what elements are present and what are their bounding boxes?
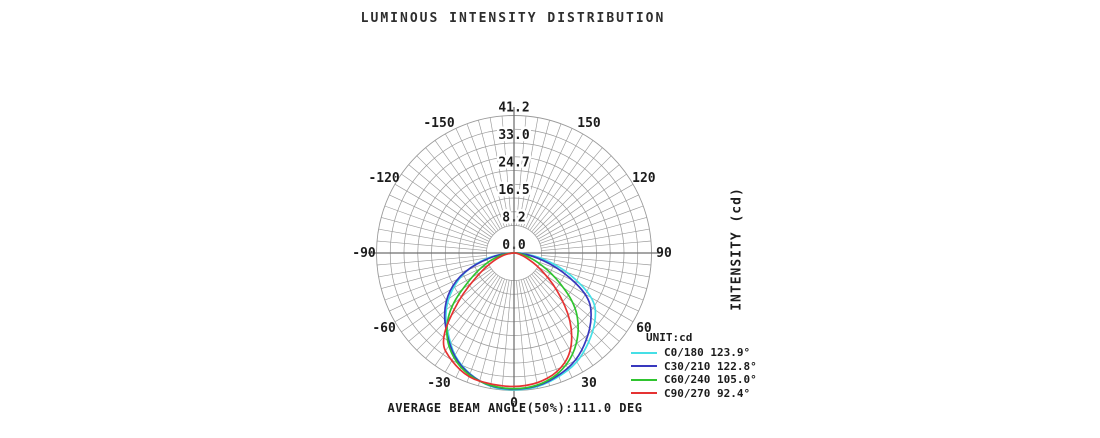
legend-entry-label: C90/270 92.4° <box>664 386 751 400</box>
grid-spoke <box>538 194 639 242</box>
grid-spoke <box>501 115 512 226</box>
grid-spoke <box>536 173 627 238</box>
legend-line-swatch <box>631 365 657 368</box>
grid-spoke <box>534 164 620 236</box>
grid-spoke <box>540 259 647 289</box>
grid-spoke <box>381 259 488 289</box>
grid-spoke <box>523 123 562 228</box>
grid-spoke <box>534 270 620 342</box>
grid-spoke <box>501 280 512 391</box>
grid-spoke <box>478 279 508 386</box>
grid-spoke <box>455 277 503 378</box>
grid-spoke <box>425 147 497 233</box>
angle-tick-label: 0 <box>510 396 518 411</box>
grid-spoke <box>408 164 494 236</box>
grid-spoke <box>389 264 490 312</box>
angle-tick-label: 120 <box>632 171 656 186</box>
grid-spoke <box>523 278 562 383</box>
grid-spoke <box>445 133 501 230</box>
grid-spoke <box>466 278 505 383</box>
grid-spoke <box>466 123 505 228</box>
grid-spoke <box>416 155 495 234</box>
angle-tick-label: 90 <box>656 246 672 261</box>
legend-line-swatch <box>631 392 657 395</box>
angle-tick-label: 150 <box>577 116 601 131</box>
grid-spoke <box>540 217 647 247</box>
angle-tick-label: -120 <box>368 171 399 186</box>
curve-c90-270 <box>442 252 573 388</box>
legend-entry: C0/180 123.9° <box>631 346 757 360</box>
grid-spoke <box>376 255 487 266</box>
grid-spoke <box>527 276 584 373</box>
grid-spoke <box>381 217 488 247</box>
angle-tick-label: 30 <box>581 376 597 391</box>
grid-spoke <box>478 120 508 227</box>
grid-spoke <box>434 140 499 231</box>
grid-spoke <box>536 268 627 333</box>
grid-spoke <box>541 240 652 251</box>
chart-title: LUMINOUS INTENSITY DISTRIBUTION <box>360 11 666 26</box>
grid-spoke <box>416 272 495 351</box>
legend: UNIT:cd C0/180 123.9° C30/210 122.8° C60/2… <box>631 331 757 400</box>
grid-spoke <box>539 205 644 244</box>
grid-spoke <box>408 270 494 342</box>
angle-tick-label: -60 <box>372 321 396 336</box>
angle-tick-label: -150 <box>423 116 454 131</box>
grid-spoke <box>531 147 603 233</box>
grid-spoke <box>533 155 612 234</box>
grid-spoke <box>516 115 527 226</box>
legend-entry: C90/270 92.4° <box>631 387 757 401</box>
legend-unit-label: UNIT:cd <box>646 331 693 344</box>
grid-spoke <box>425 273 497 359</box>
legend-line-swatch <box>631 378 657 381</box>
grid-spoke <box>541 228 650 249</box>
legend-entry: C30/210 122.8° <box>631 360 757 374</box>
grid-spoke <box>533 272 612 351</box>
grid-spoke <box>455 128 503 229</box>
angle-tick-label: 60 <box>636 321 652 336</box>
grid-spoke <box>541 255 652 266</box>
grid-spoke <box>389 194 490 242</box>
average-beam-angle-label: AVERAGE BEAM ANGLE(50%):111.0 DEG <box>387 401 643 415</box>
grid-spoke <box>537 184 634 240</box>
grid-spoke <box>378 228 487 249</box>
legend-entry-label: C60/240 105.0° <box>664 373 757 387</box>
grid-spoke <box>527 133 584 230</box>
grid-spoke <box>525 277 573 378</box>
grid-spoke <box>538 264 639 312</box>
grid-spoke <box>520 279 550 386</box>
grid-spoke <box>489 280 510 389</box>
grid-spoke <box>520 120 550 227</box>
legend-entry-label: C0/180 123.9° <box>664 346 751 360</box>
grid-spoke <box>384 205 489 244</box>
grid-spoke <box>489 117 510 226</box>
grid-spoke <box>378 257 487 278</box>
legend-entry: C60/240 105.0° <box>631 373 757 387</box>
grid-spoke <box>541 257 650 278</box>
grid-spoke <box>401 173 492 238</box>
grid-spoke <box>529 140 594 231</box>
legend-entry-label: C30/210 122.8° <box>664 359 757 373</box>
curve-c60-240 <box>445 252 580 390</box>
grid-spoke <box>531 273 603 359</box>
grid-spoke <box>525 128 573 229</box>
grid-spoke <box>394 183 491 240</box>
grid-spoke <box>394 266 491 323</box>
grid-spoke <box>518 117 539 226</box>
intensity-axis-label: INTENSITY (cd) <box>729 187 745 311</box>
grid-spoke <box>518 280 539 389</box>
legend-entries: C0/180 123.9° C30/210 122.8° C60/240 105.0… <box>631 346 757 400</box>
grid-spoke <box>516 280 527 391</box>
legend-line-swatch <box>631 351 657 354</box>
grid-spoke <box>376 240 487 251</box>
angle-tick-label: -90 <box>352 246 376 261</box>
angle-tick-label: -30 <box>427 376 451 391</box>
